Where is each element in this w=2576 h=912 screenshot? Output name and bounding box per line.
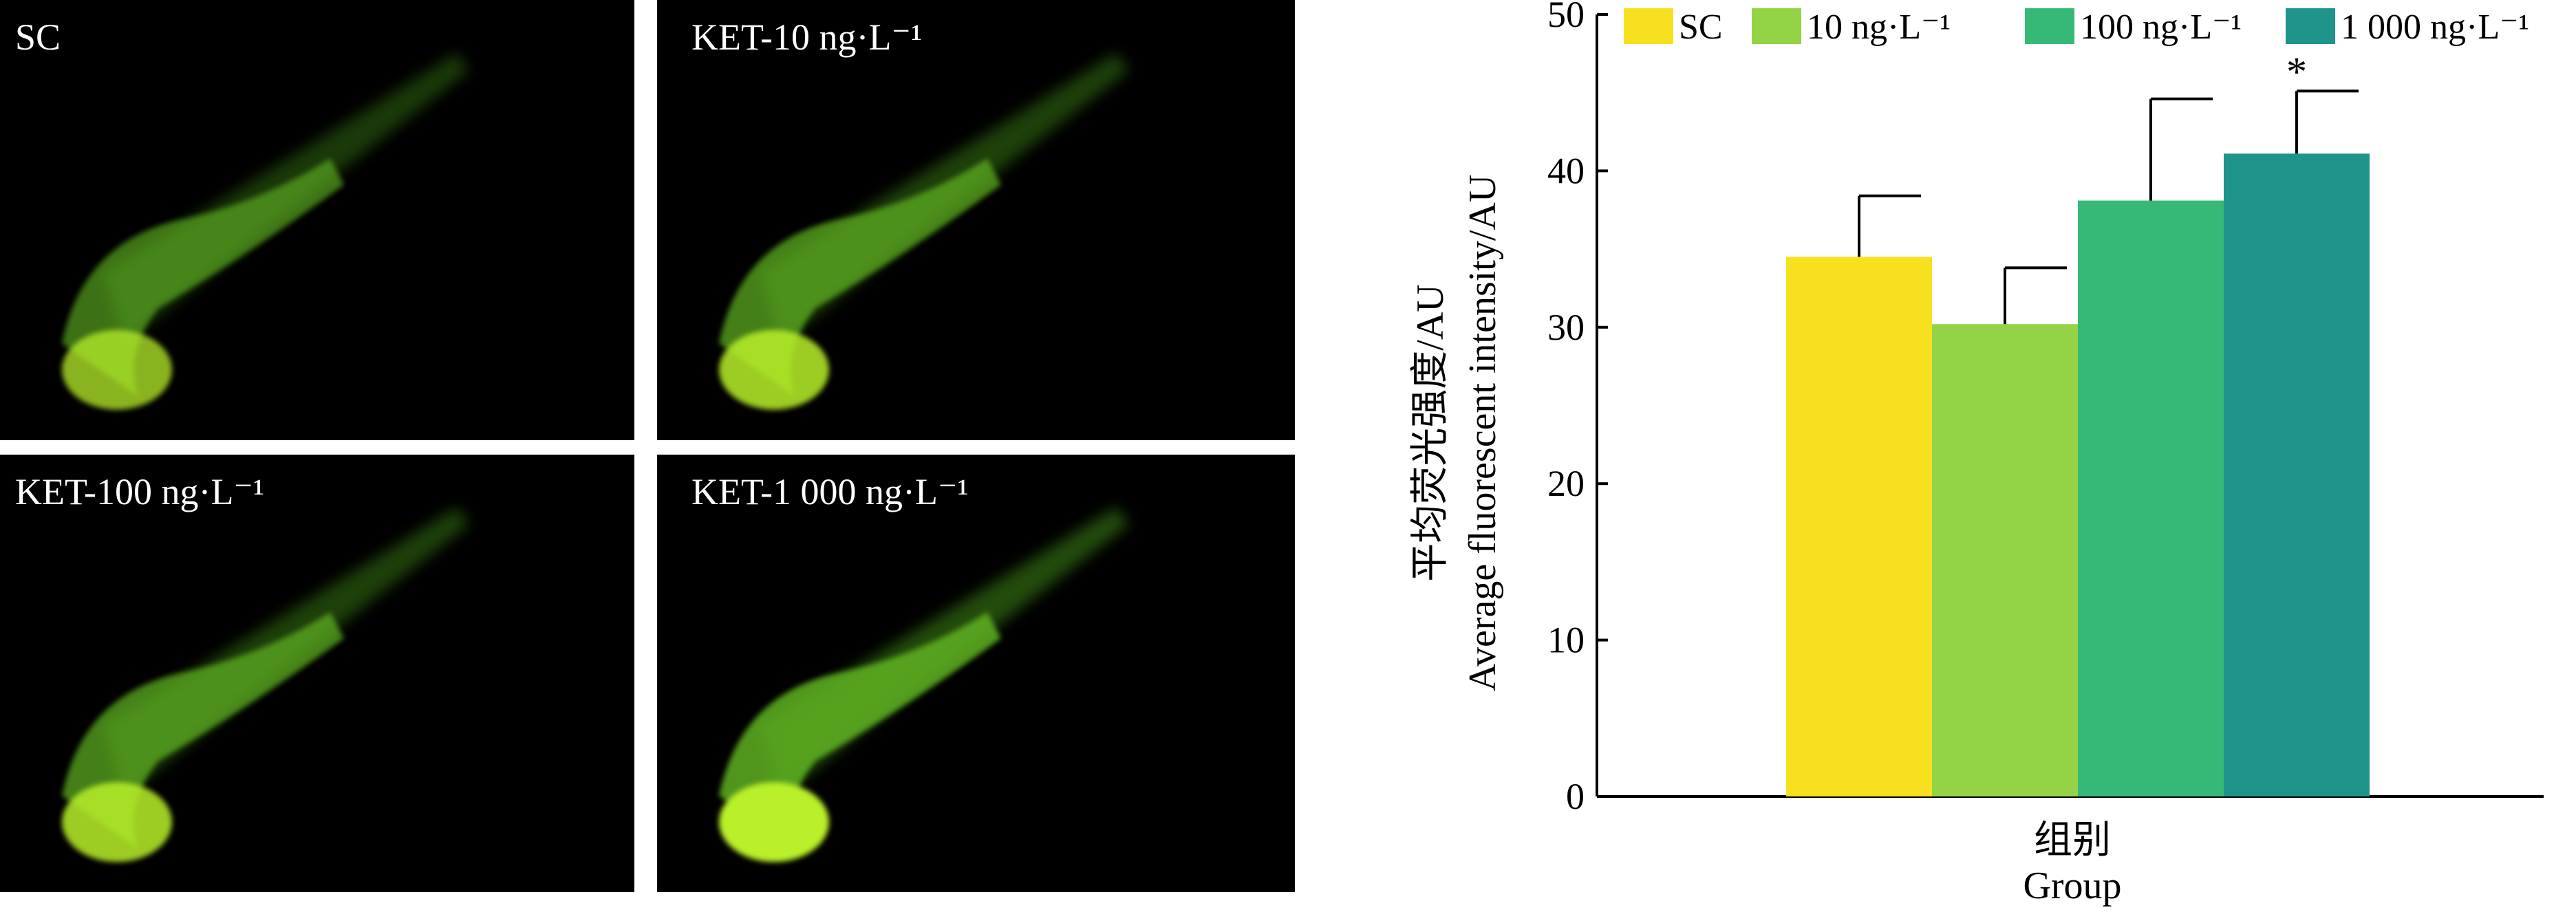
error-bar [2004, 266, 2067, 325]
fish-yolk [62, 329, 172, 410]
x-axis-label: 组别 [2034, 819, 2111, 862]
error-bar [2149, 97, 2213, 201]
error-bar [2295, 89, 2359, 154]
bar [1932, 324, 2078, 796]
x-axis-label: Group [2023, 865, 2121, 907]
legend-swatch [2286, 8, 2335, 44]
bar [2224, 153, 2370, 797]
legend-label: 1 000 ng·L⁻¹ [2341, 8, 2529, 47]
fish-yolk [62, 782, 172, 862]
image-panels: SC KET-10 ng·L⁻¹ KET-100 ng·L⁻¹ KET-1 000 n… [0, 0, 1295, 892]
legend-label: 10 ng·L⁻¹ [1807, 8, 1951, 47]
image-panel: SC [0, 0, 634, 440]
bar [2078, 200, 2224, 797]
legend-swatch [1752, 8, 1801, 44]
panel-label: KET-10 ng·L⁻¹ [691, 17, 922, 58]
y-tick-label: 40 [1547, 150, 1585, 191]
panel-label: SC [15, 17, 61, 58]
legend-swatch [2025, 8, 2074, 44]
panel-label: KET-100 ng·L⁻¹ [15, 471, 264, 512]
image-panel: KET-100 ng·L⁻¹ [0, 455, 634, 892]
y-tick-label: 10 [1547, 620, 1585, 661]
legend-swatch [1624, 8, 1673, 44]
legend-label: SC [1679, 8, 1723, 47]
legend-label: 100 ng·L⁻¹ [2080, 8, 2242, 47]
fish-yolk [719, 329, 829, 410]
panel-label: KET-1 000 ng·L⁻¹ [691, 471, 969, 512]
image-panel: KET-10 ng·L⁻¹ [657, 0, 1295, 440]
y-tick-label: 20 [1547, 463, 1585, 504]
y-axis-label: Average fluorescent intensity/AU [1461, 175, 1504, 692]
image-panel: KET-1 000 ng·L⁻¹ [657, 455, 1295, 892]
y-tick-label: 30 [1547, 307, 1585, 348]
fish-yolk [719, 782, 829, 862]
y-axis-label: 平均荧光强度/AU [1409, 284, 1452, 581]
y-tick-label: 50 [1547, 0, 1585, 35]
bar [1786, 257, 1932, 797]
error-bar [1858, 194, 1921, 257]
bar-chart: 0 10 20 30 40 50 平均荧光强度/AU Average fluorescent … [1409, 0, 2544, 907]
significance-mark: * [2286, 49, 2307, 94]
y-tick-label: 0 [1566, 776, 1585, 817]
